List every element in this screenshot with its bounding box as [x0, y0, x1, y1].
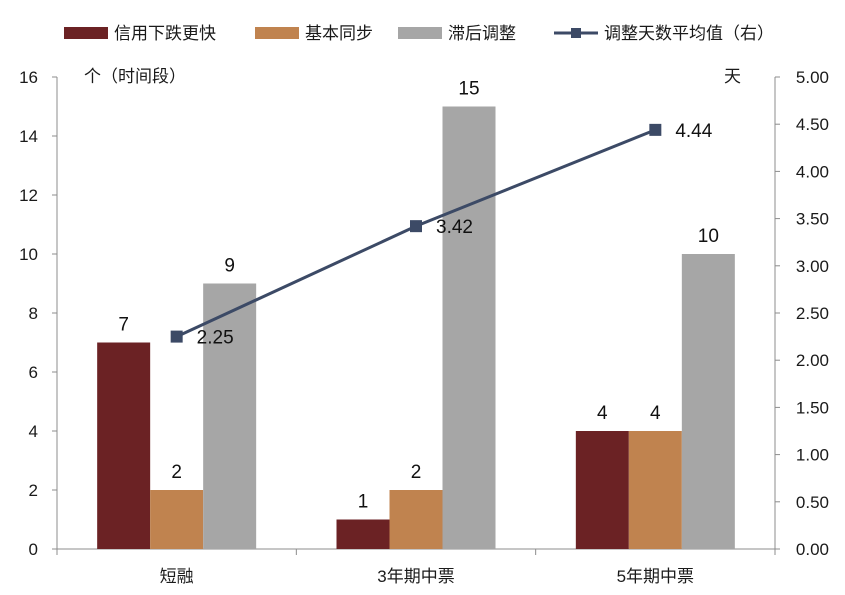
right-tick-label: 5.00: [796, 68, 829, 87]
left-axis-unit: 个（时间段）: [84, 67, 186, 87]
bar: [628, 431, 682, 549]
bar-value-label: 7: [118, 315, 129, 336]
legend-swatch: [398, 27, 442, 39]
right-tick-label: 3.50: [796, 210, 829, 229]
line-marker: [170, 330, 183, 343]
right-axis-unit: 天: [724, 67, 741, 87]
bar: [442, 106, 496, 549]
bar-value-label: 9: [224, 256, 235, 277]
x-category-label: 短融: [160, 567, 194, 586]
left-tick-label: 0: [29, 540, 38, 559]
bar-value-label: 4: [597, 403, 608, 424]
bar: [681, 254, 735, 549]
bar-value-label: 10: [698, 226, 719, 247]
line-value-label: 3.42: [436, 217, 473, 238]
bar-value-label: 4: [650, 403, 661, 424]
left-tick-label: 16: [19, 68, 38, 87]
right-tick-label: 1.00: [796, 446, 829, 465]
left-tick-label: 14: [19, 127, 38, 146]
left-tick-label: 8: [29, 304, 38, 323]
legend-label: 信用下跌更快: [114, 24, 216, 44]
bar: [150, 490, 204, 549]
line-marker: [649, 123, 662, 136]
right-tick-label: 4.50: [796, 115, 829, 134]
right-tick-label: 0.50: [796, 493, 829, 512]
avg-days-line: [170, 123, 662, 343]
left-tick-label: 2: [29, 481, 38, 500]
right-tick-label: 2.50: [796, 304, 829, 323]
legend: 信用下跌更快 基本同步 滞后调整 调整天数平均值（右）: [64, 24, 774, 44]
line-marker: [410, 220, 422, 233]
right-tick-label: 4.00: [796, 162, 829, 181]
left-axis: 0 2 4 6 8 10 12 14 16: [19, 68, 58, 559]
left-tick-label: 12: [19, 186, 38, 205]
bar: [97, 342, 151, 549]
bar-value-label: 1: [358, 492, 369, 513]
bar: [203, 283, 257, 549]
legend-label: 调整天数平均值（右）: [604, 24, 774, 44]
legend-line-marker: [571, 28, 581, 38]
line-value-label: 2.25: [197, 328, 234, 349]
left-tick-label: 10: [19, 245, 38, 264]
bar-value-label: 2: [171, 462, 182, 483]
line-value-label: 4.44: [675, 121, 712, 142]
x-category-label: 5年期中票: [617, 567, 694, 586]
legend-swatch: [255, 27, 299, 39]
right-tick-label: 3.00: [796, 257, 829, 276]
legend-label: 滞后调整: [448, 24, 516, 44]
bar: [575, 431, 629, 549]
bar-value-label: 2: [411, 462, 422, 483]
bar: [336, 519, 390, 549]
x-category-label: 3年期中票: [377, 567, 454, 586]
legend-swatch: [64, 27, 108, 39]
bar-value-label: 15: [458, 79, 479, 100]
left-tick-label: 6: [29, 363, 38, 382]
right-tick-label: 1.50: [796, 398, 829, 417]
left-tick-label: 4: [29, 422, 38, 441]
right-tick-label: 2.00: [796, 351, 829, 370]
right-axis: 0.00 0.50 1.00 1.50 2.00 2.50 3.00 3.50 4.00 4.50…: [774, 68, 829, 559]
bars: [97, 106, 735, 549]
x-axis: 短融 3年期中票 5年期中票: [56, 548, 776, 586]
right-tick-label: 0.00: [796, 540, 829, 559]
bar: [389, 490, 443, 549]
legend-label: 基本同步: [305, 24, 373, 44]
